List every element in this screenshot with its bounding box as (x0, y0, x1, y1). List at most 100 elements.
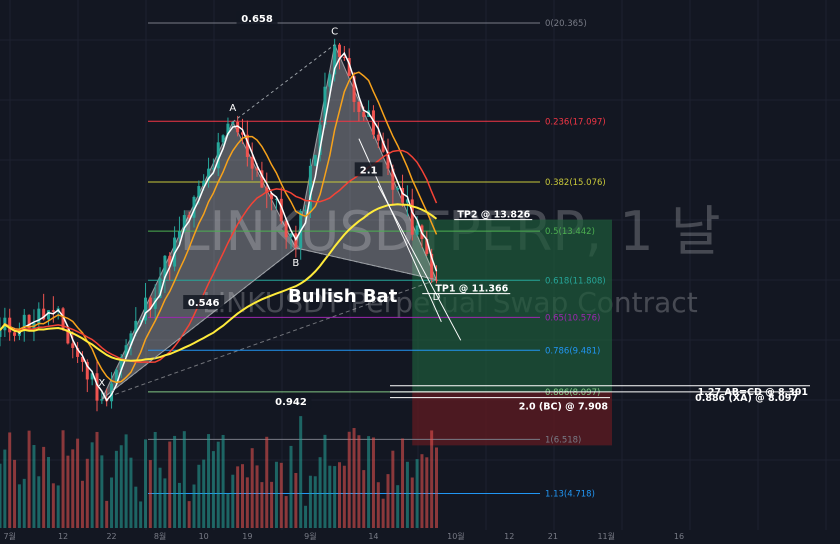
long-position-tool[interactable] (412, 219, 612, 446)
x-tick-label: 22 (106, 532, 116, 540)
volume-bar (202, 459, 206, 528)
volume-bar (221, 434, 225, 528)
candle-body (245, 134, 249, 157)
candle-body (318, 124, 322, 155)
fib-level-label: 0.618(11.808) (545, 276, 606, 286)
ratio-label: 0.546 (188, 298, 220, 309)
volume-bar (299, 416, 303, 528)
volume-bar (304, 505, 308, 528)
callout-label: TP2 @ 13.826 (457, 210, 530, 221)
moving-average-line (0, 51, 438, 402)
pattern-name-label: Bullish Bat (288, 286, 398, 307)
callout-label: 0.886 (XA) @ 8.097 (695, 393, 798, 404)
candle-body (110, 383, 114, 402)
ratio-label: 0.942 (275, 397, 307, 408)
candle-body (357, 101, 361, 112)
candle-body (177, 231, 181, 238)
pattern-point-label: B (292, 258, 299, 269)
volume-bar (158, 467, 162, 528)
candle-body (347, 58, 351, 77)
pattern-labels: 0.546 0.658 2.1 0.942 X A B C D (98, 11, 441, 409)
ratio-label-box (270, 394, 312, 409)
candle-body (124, 345, 128, 357)
candle-body (139, 320, 143, 322)
bd-ratio-line (295, 247, 437, 281)
x-tick-label: 19 (242, 532, 252, 540)
candle-body (260, 170, 264, 188)
volume-bar (294, 473, 298, 528)
volume-bar (42, 446, 46, 528)
x-tick-label: 7월 (3, 531, 15, 540)
candle-body (168, 255, 172, 267)
candle-body (371, 110, 375, 135)
volume-bar (27, 430, 31, 528)
volume-bar (163, 478, 167, 528)
volume-bar (338, 462, 341, 528)
candle-body (236, 121, 240, 133)
volume-bar (231, 474, 235, 528)
volume-bar (371, 437, 375, 528)
candle-body (304, 209, 308, 211)
volume-bar (401, 438, 405, 528)
candle-body (202, 180, 206, 187)
ratio-label-box (236, 11, 278, 26)
candle-body (323, 86, 327, 125)
pattern-point-label: A (229, 103, 236, 114)
volume-bar (95, 431, 99, 528)
volume-bar (241, 464, 244, 528)
candle-body (279, 198, 283, 222)
volume-bar (144, 439, 147, 528)
candle-body (362, 111, 366, 117)
candle-body (415, 225, 419, 235)
candle-body (255, 168, 259, 171)
volume-bar (308, 475, 312, 528)
candle-body (134, 320, 138, 334)
volume-bar (37, 476, 41, 528)
x-tick-label: 9월 (304, 531, 316, 540)
volume-bar (207, 434, 211, 528)
candle-body (289, 233, 293, 238)
candle-body (313, 154, 317, 166)
candle-body (241, 132, 244, 135)
pattern-point-label: D (433, 292, 441, 303)
candle-body (192, 196, 196, 218)
candle-body (187, 215, 191, 218)
volume-bar (129, 457, 133, 528)
fib-level-label: 0(20.365) (545, 19, 587, 29)
candle-body (386, 151, 390, 169)
x-tick-label: 14 (368, 532, 378, 540)
volume-bars (0, 416, 438, 528)
volume-bar (134, 486, 138, 528)
volume-bar (177, 482, 181, 528)
volume-bar (182, 431, 186, 528)
volume-bar (405, 461, 409, 528)
candle-body (37, 308, 41, 324)
volume-bar (323, 434, 327, 528)
volume-bar (80, 480, 84, 528)
fib-retracement[interactable]: 0(20.365) 0.236(17.097) 0.382(15.076) 0.5(1… (148, 19, 606, 540)
ratio-label-box (183, 295, 225, 310)
candle-body (197, 186, 201, 197)
x-tick-label: 12 (58, 532, 68, 540)
fib-level-label: 0.382(15.076) (545, 178, 606, 188)
candle-body (51, 310, 55, 312)
pattern-xd-line (101, 279, 437, 400)
fib-level-label: 0.65(10.576) (545, 313, 600, 323)
x-axis: 7월 12 22 8월 10 19 9월 14 10월 12 21 11월 16 (3, 531, 684, 541)
volume-bar (51, 483, 55, 528)
callout-label: 2.0 (BC) @ 7.908 (519, 402, 609, 413)
candle-body (61, 308, 65, 329)
volume-bar (216, 441, 220, 528)
position-profit-zone (412, 219, 612, 392)
volume-bar (114, 450, 118, 528)
x-tick-label: 10월 (447, 531, 465, 540)
volume-bar (391, 450, 395, 528)
volume-bar (274, 461, 278, 528)
volume-bar (362, 470, 366, 528)
volume-bar (376, 482, 380, 528)
volume-bar (148, 460, 152, 528)
volume-bar (66, 455, 70, 528)
